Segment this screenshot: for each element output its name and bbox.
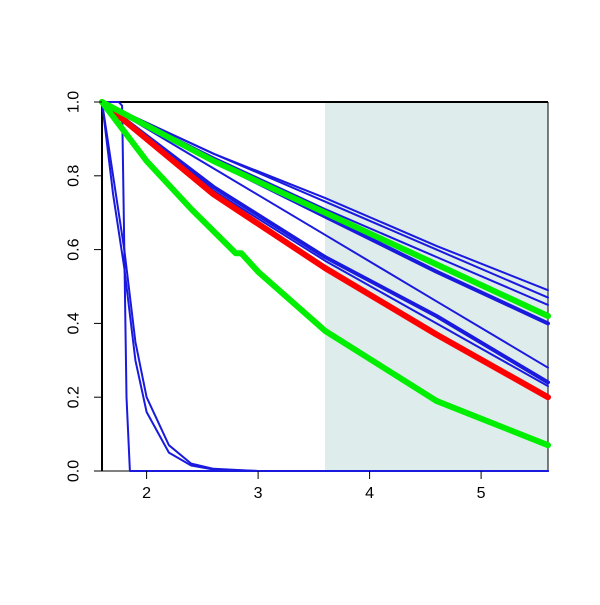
y-tick-label-3: 0.6 [66, 238, 83, 260]
y-tick-label-1: 0.2 [66, 386, 83, 408]
series-line-9 [100, 100, 550, 385]
series-line-13 [99, 99, 551, 449]
y-tick-label-0: 0.0 [66, 460, 83, 482]
series-line-12 [99, 99, 551, 319]
shaded-region [325, 102, 548, 471]
x-tick-label-3: 3 [254, 485, 263, 502]
series-line-5 [101, 101, 549, 299]
series-line-3 [101, 101, 549, 472]
x-tick-label-5: 5 [477, 485, 486, 502]
x-tick-label-2: 2 [142, 485, 151, 502]
y-tick-label-5: 1.0 [66, 91, 83, 113]
series-line-11 [99, 99, 551, 401]
y-tick-label-2: 0.4 [66, 312, 83, 334]
x-tick-label-4: 4 [365, 485, 374, 502]
series-line-8 [101, 101, 549, 369]
y-tick-label-4: 0.8 [66, 165, 83, 187]
